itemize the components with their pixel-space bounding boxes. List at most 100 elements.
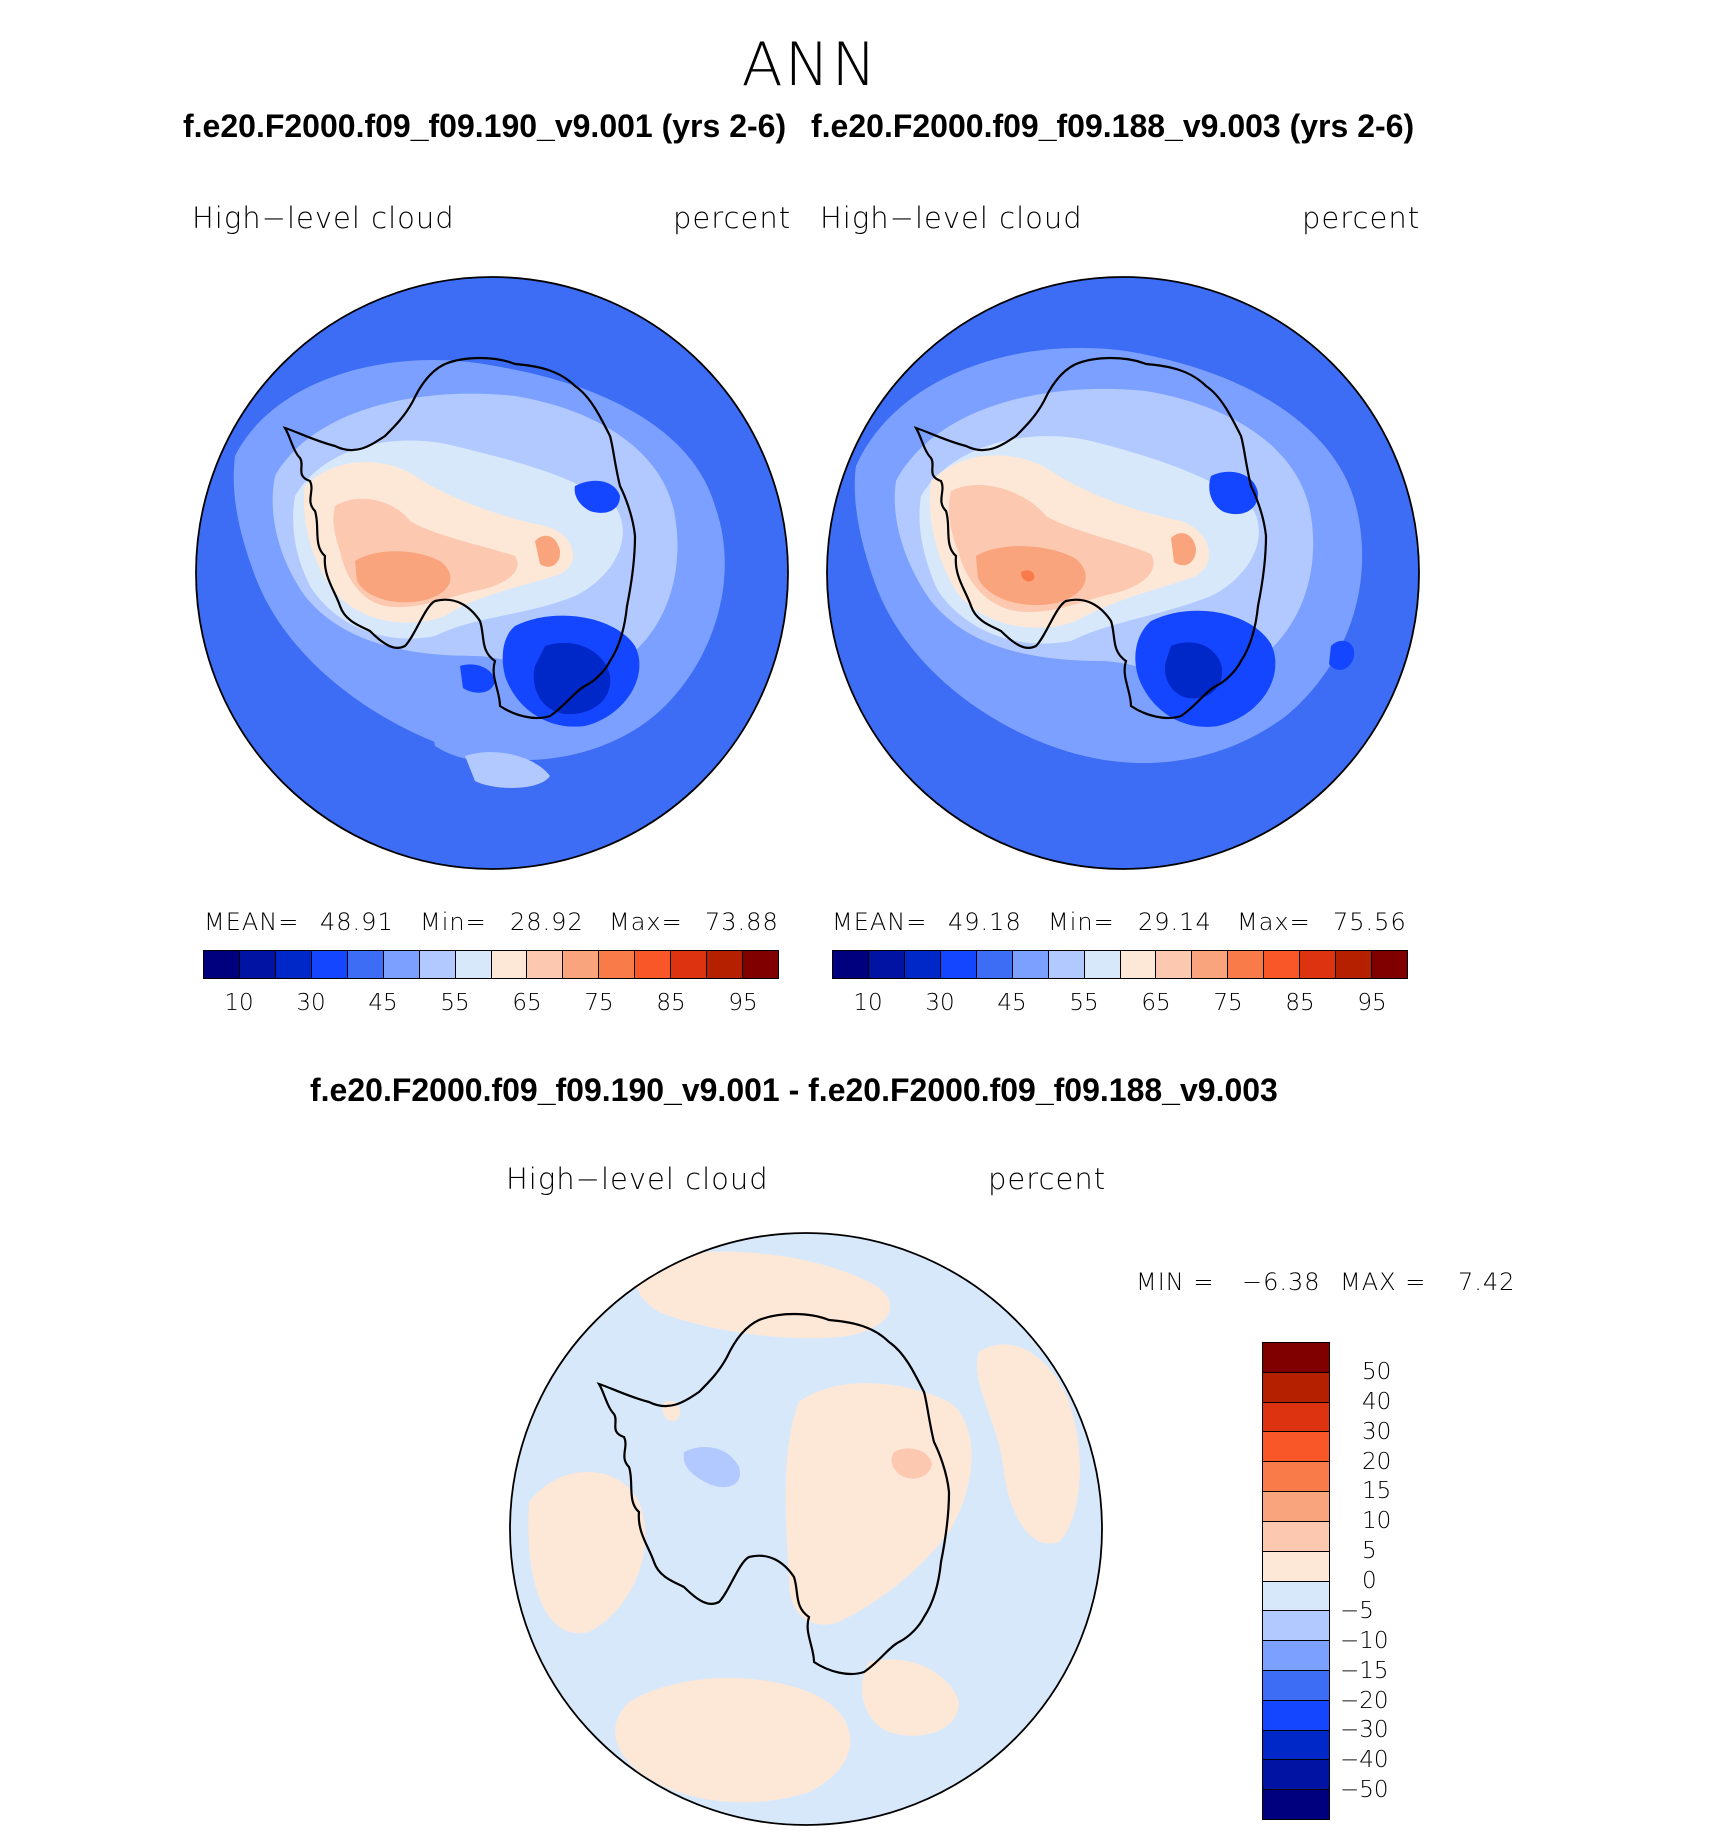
- field-band-mid-2: [425, 696, 555, 763]
- map-panel-2: [826, 276, 1420, 870]
- panel1-min-value: 28.92: [510, 908, 584, 936]
- colorbar-panel2-tick-label: 30: [925, 990, 955, 1016]
- field-cold-3: [1209, 471, 1258, 515]
- colorbar-diff-swatch: [1263, 1700, 1329, 1731]
- colorbar-panel2-swatch: [1156, 951, 1193, 978]
- colorbar-diff-swatch: [1263, 1462, 1329, 1493]
- colorbar-diff-swatch: [1263, 1641, 1329, 1671]
- colorbar-panel1-swatch: [671, 951, 708, 978]
- field-warm-4: [1021, 570, 1035, 582]
- colorbar-diff-tick-label: −50: [1340, 1777, 1389, 1804]
- colorbar-panel2-swatch: [1120, 951, 1157, 978]
- colorbar-panel1-tick-label: 65: [512, 990, 542, 1016]
- colorbar-diff-tick-label: −5: [1340, 1597, 1374, 1624]
- colorbar-diff-swatch: [1263, 1492, 1329, 1522]
- colorbar-diff-swatch: [1263, 1670, 1329, 1701]
- colorbar-panel1-swatch: [419, 951, 456, 978]
- panel2-min-value: 29.14: [1138, 908, 1212, 936]
- diff-warm-3: [615, 1678, 851, 1803]
- panel2-mean-label: MEAN=: [832, 908, 928, 936]
- colorbar-panel1-swatch: [275, 951, 312, 978]
- map-panel-1: [195, 276, 789, 870]
- colorbar-panel2-swatch: [1012, 951, 1049, 978]
- panel2-stats: MEAN= 49.18 Min= 29.14 Max= 75.56: [832, 908, 1422, 938]
- panel1-stats: MEAN= 48.91 Min= 28.92 Max= 73.88: [204, 908, 794, 938]
- colorbar-panel2-swatch: [976, 951, 1013, 978]
- panel1-max-value: 73.88: [705, 908, 779, 936]
- colorbar-diff-tick-label: 50: [1362, 1358, 1392, 1385]
- antarctica-coast: [282, 356, 637, 720]
- field-warm-4: [535, 535, 561, 567]
- colorbar-panel2-swatch: [1336, 951, 1373, 978]
- colorbar-panel2-tick-label: 45: [997, 990, 1027, 1016]
- colorbar-panel2-swatch: [1084, 951, 1121, 978]
- colorbar-panel2-tick-label: 65: [1141, 990, 1171, 1016]
- colorbar-diff-tick-label: −15: [1340, 1657, 1389, 1684]
- colorbar-diff-tick-label: 15: [1362, 1478, 1392, 1505]
- colorbar-panel2-tick-label: 10: [853, 990, 883, 1016]
- field-warm-3: [355, 551, 451, 603]
- colorbar-panel1-tick-label: 85: [656, 990, 686, 1016]
- colorbar-diff-tick-label: −40: [1340, 1747, 1389, 1774]
- colorbar-panel1-tick-label: 45: [368, 990, 398, 1016]
- colorbar-panel1-swatch: [563, 951, 600, 978]
- panel1-min-label: Min=: [420, 908, 487, 936]
- colorbar-panel1-swatch: [383, 951, 420, 978]
- colorbar-panel1-ticks: 10 30 45 55 65 75 85 95: [203, 990, 779, 1020]
- colorbar-diff-ticks: 50 40 30 20 15 10 5 0 −5 −10 −15 −20 −30 −40 −50: [1340, 1342, 1440, 1820]
- colorbar-panel1-tick-label: 30: [296, 990, 326, 1016]
- panel2-max-label: Max=: [1237, 908, 1311, 936]
- colorbar-panel2-swatch: [904, 951, 941, 978]
- colorbar-panel2-swatch: [940, 951, 977, 978]
- field-cold-3: [574, 480, 620, 513]
- antarctica-coast: [596, 1312, 951, 1676]
- map-panel-diff: [509, 1232, 1103, 1826]
- colorbar-diff-swatch: [1263, 1343, 1329, 1373]
- diff-light-orange: [891, 1448, 932, 1479]
- colorbar-diff-tick-label: −10: [1340, 1627, 1389, 1654]
- colorbar-diff-tick-label: 20: [1362, 1448, 1392, 1475]
- diff-warm-4: [785, 1383, 972, 1625]
- case1-title: f.e20.F2000.f09_f09.190_v9.001 (yrs 2-6): [183, 108, 787, 144]
- diff-variable-label: High−level cloud: [506, 1162, 769, 1196]
- colorbar-diff-swatch: [1263, 1521, 1329, 1552]
- colorbar-panel2-swatch: [1192, 951, 1229, 978]
- colorbar-panel2-swatch: [1048, 951, 1085, 978]
- panel2-units-label: percent: [1302, 201, 1421, 235]
- panel1-units-label: percent: [673, 201, 792, 235]
- colorbar-panel1-swatch: [311, 951, 348, 978]
- colorbar-diff-swatch: [1263, 1760, 1329, 1791]
- colorbar-diff: [1262, 1342, 1330, 1820]
- colorbar-panel1-swatch: [239, 951, 276, 978]
- colorbar-diff-tick-label: −30: [1340, 1717, 1389, 1744]
- diff-min-label: MIN =: [1136, 1268, 1215, 1296]
- diff-warm-5: [976, 1344, 1080, 1544]
- colorbar-panel2-swatch: [1300, 951, 1337, 978]
- colorbar-panel1-swatch: [491, 951, 528, 978]
- diff-title: f.e20.F2000.f09_f09.190_v9.001 - f.e20.F…: [310, 1072, 1278, 1108]
- diff-stats: MIN = −6.38 MAX = 7.42: [1136, 1268, 1596, 1298]
- diff-light-blue: [683, 1447, 740, 1488]
- colorbar-panel2-swatch: [1228, 951, 1265, 978]
- colorbar-panel1-swatch: [707, 951, 744, 978]
- panel2-max-value: 75.56: [1333, 908, 1407, 936]
- diff-warm-2: [528, 1472, 646, 1634]
- colorbar-diff-swatch: [1263, 1581, 1329, 1612]
- field-cold-4: [460, 664, 495, 693]
- colorbar-diff-swatch: [1263, 1551, 1329, 1582]
- colorbar-panel2: [832, 950, 1408, 979]
- colorbar-diff-swatch: [1263, 1730, 1329, 1761]
- colorbar-panel1-swatch: [743, 951, 778, 978]
- colorbar-diff-tick-label: 5: [1362, 1538, 1377, 1565]
- colorbar-panel2-swatch: [833, 951, 869, 978]
- colorbar-diff-swatch: [1263, 1790, 1329, 1819]
- diff-min-value: −6.38: [1242, 1268, 1321, 1296]
- field-cold-4: [1329, 640, 1355, 670]
- panel1-mean-label: MEAN=: [204, 908, 300, 936]
- colorbar-panel2-ticks: 10 30 45 55 65 75 85 95: [832, 990, 1408, 1020]
- colorbar-panel1-swatch: [635, 951, 672, 978]
- colorbar-panel1-swatch: [599, 951, 636, 978]
- colorbar-panel1-swatch: [204, 951, 240, 978]
- colorbar-panel1-tick-label: 10: [224, 990, 254, 1016]
- colorbar-panel2-tick-label: 85: [1285, 990, 1315, 1016]
